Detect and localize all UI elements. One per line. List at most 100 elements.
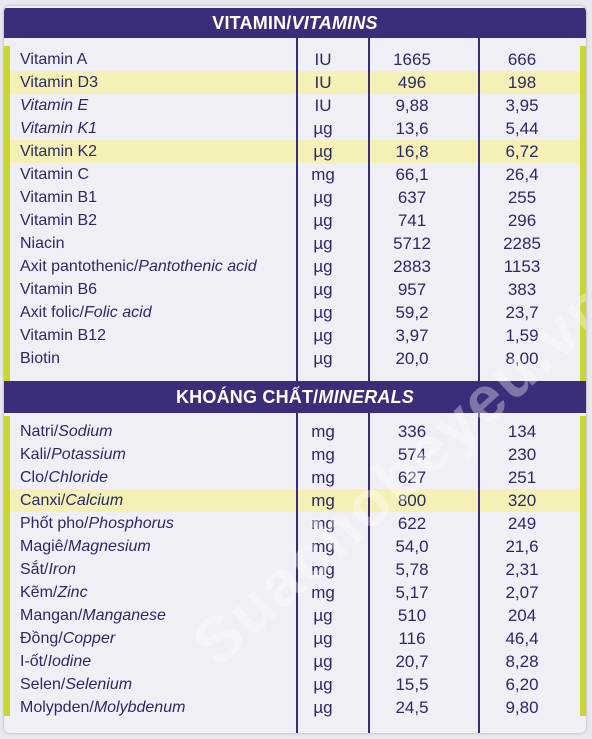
value-per-100g: 5,17 <box>395 583 429 602</box>
nutrient-name-en: Magnesium <box>68 538 151 555</box>
value-per-serving: 666 <box>507 50 537 69</box>
value-per-100g: 20,0 <box>395 349 429 368</box>
nutrient-name-en: Potassium <box>51 446 126 463</box>
value-per-100g: 20,7 <box>395 652 429 671</box>
nutrient-name-vi: Vitamin B1 <box>20 189 98 206</box>
nutrient-unit: mg <box>311 445 335 464</box>
nutrient-name-vi: Kali/ <box>20 446 52 463</box>
table-row: I-ốt/Iodine µg 20,7 8,28 <box>10 650 580 673</box>
column-divider <box>296 413 298 733</box>
nutrient-name-vi: Selen/ <box>20 676 66 693</box>
vitamins-section: Vitamin A IU 1665 666 Vitamin D3 IU 496 198 Vita… <box>10 48 580 370</box>
nutrient-name: Biotin <box>20 347 60 370</box>
nutrient-name-en: Zinc <box>57 584 88 601</box>
value-per-serving: 3,95 <box>505 96 539 115</box>
nutrient-name: Vitamin D3 <box>20 71 98 94</box>
nutrient-name: Canxi/Calcium <box>20 489 123 512</box>
nutrient-name: Molypden/Molybdenum <box>20 696 185 719</box>
vitamins-title: VITAMIN/ <box>212 12 292 33</box>
vitamins-title-italic: VITAMINS <box>291 12 378 33</box>
value-per-serving: 320 <box>507 491 537 510</box>
table-row: Canxi/Calcium mg 800 320 <box>10 489 580 512</box>
nutrient-name: Vitamin E <box>20 94 88 117</box>
nutrient-name-vi: Molypden/ <box>20 699 94 716</box>
nutrient-name-vi: Vitamin C <box>20 166 90 183</box>
value-per-serving: 230 <box>507 445 537 464</box>
value-per-serving: 8,00 <box>505 349 539 368</box>
nutrient-name-en: Chloride <box>48 469 109 486</box>
value-per-serving: 5,44 <box>505 119 539 138</box>
nutrient-name: Natri/Sodium <box>20 420 112 443</box>
nutrient-name: Kali/Potassium <box>20 443 126 466</box>
nutrient-name-vi: Niacin <box>20 235 65 252</box>
nutrient-unit: µg <box>313 119 333 138</box>
column-divider <box>478 38 480 381</box>
value-per-serving: 2,07 <box>505 583 539 602</box>
nutrient-name-vi: Kẽm/ <box>20 584 58 601</box>
nutrient-unit: µg <box>313 629 333 648</box>
nutrient-name-vi: Vitamin D3 <box>20 74 98 91</box>
minerals-header: KHOÁNG CHẤT/MINERALS <box>4 381 586 413</box>
minerals-section: Natri/Sodium mg 336 134 Kali/Potassium mg 574 2… <box>10 420 580 719</box>
table-row: Kẽm/Zinc mg 5,17 2,07 <box>10 581 580 604</box>
value-per-serving: 2285 <box>503 234 541 253</box>
vitamins-header: VITAMIN/VITAMINS <box>4 8 586 38</box>
nutrient-name-en: Vitamin K1 <box>20 120 98 137</box>
nutrient-unit: IU <box>314 50 332 69</box>
nutrient-name-vi: Mangan/ <box>20 607 83 624</box>
nutrient-name: Mangan/Manganese <box>20 604 166 627</box>
nutrient-name-vi: Biotin <box>20 350 61 367</box>
value-per-serving: 2,31 <box>505 560 539 579</box>
value-per-100g: 3,97 <box>395 326 429 345</box>
value-per-100g: 24,5 <box>395 698 429 717</box>
nutrient-unit: mg <box>311 514 335 533</box>
value-per-100g: 54,0 <box>395 537 429 556</box>
value-per-100g: 9,88 <box>395 96 429 115</box>
value-per-100g: 1665 <box>393 50 431 69</box>
value-per-100g: 510 <box>397 606 427 625</box>
nutrient-unit: mg <box>311 537 335 556</box>
minerals-title: KHOÁNG CHẤT/ <box>175 386 319 407</box>
nutrient-name-vi: Canxi/ <box>20 492 66 509</box>
nutrient-name-vi: Axit pantothenic/ <box>20 258 139 275</box>
table-row: Natri/Sodium mg 336 134 <box>10 420 580 443</box>
table-row: Magiê/Magnesium mg 54,0 21,6 <box>10 535 580 558</box>
value-per-100g: 59,2 <box>395 303 429 322</box>
nutrient-name: Axit pantothenic/Pantothenic acid <box>20 255 257 278</box>
nutrient-name: Axit folic/Folic acid <box>20 301 152 324</box>
nutrient-name-vi: I-ốt/ <box>20 653 48 670</box>
table-row: Vitamin K1 µg 13,6 5,44 <box>10 117 580 140</box>
value-per-100g: 5,78 <box>395 560 429 579</box>
value-per-serving: 21,6 <box>505 537 539 556</box>
nutrient-name-vi: Sắt/ <box>20 561 49 578</box>
nutrient-unit: µg <box>313 606 333 625</box>
value-per-serving: 251 <box>507 468 537 487</box>
table-row: Sắt/Iron mg 5,78 2,31 <box>10 558 580 581</box>
nutrient-name-vi: Đồng/ <box>20 630 63 647</box>
value-per-100g: 5712 <box>393 234 431 253</box>
nutrient-unit: µg <box>313 675 333 694</box>
nutrient-unit: IU <box>314 73 332 92</box>
table-row: Niacin µg 5712 2285 <box>10 232 580 255</box>
value-per-100g: 16,8 <box>395 142 429 161</box>
value-per-100g: 637 <box>397 188 427 207</box>
table-row: Vitamin E IU 9,88 3,95 <box>10 94 580 117</box>
table-row: Vitamin B1 µg 637 255 <box>10 186 580 209</box>
table-row: Đồng/Copper µg 116 46,4 <box>10 627 580 650</box>
value-per-serving: 1153 <box>503 257 541 276</box>
nutrient-name-en: Copper <box>62 630 116 647</box>
table-row: Molypden/Molybdenum µg 24,5 9,80 <box>10 696 580 719</box>
value-per-serving: 1,59 <box>505 326 539 345</box>
value-per-serving: 296 <box>507 211 537 230</box>
value-per-serving: 46,4 <box>505 629 539 648</box>
value-per-100g: 957 <box>397 280 427 299</box>
value-per-serving: 8,28 <box>505 652 539 671</box>
nutrient-name: Vitamin C <box>20 163 89 186</box>
nutrient-unit: µg <box>313 280 333 299</box>
table-row: Axit pantothenic/Pantothenic acid µg 2883 1… <box>10 255 580 278</box>
nutrient-unit: µg <box>313 142 333 161</box>
nutrient-unit: IU <box>314 96 332 115</box>
nutrient-name: Kẽm/Zinc <box>20 581 88 604</box>
nutrient-name-vi: Vitamin B6 <box>20 281 98 298</box>
value-per-100g: 2883 <box>393 257 431 276</box>
